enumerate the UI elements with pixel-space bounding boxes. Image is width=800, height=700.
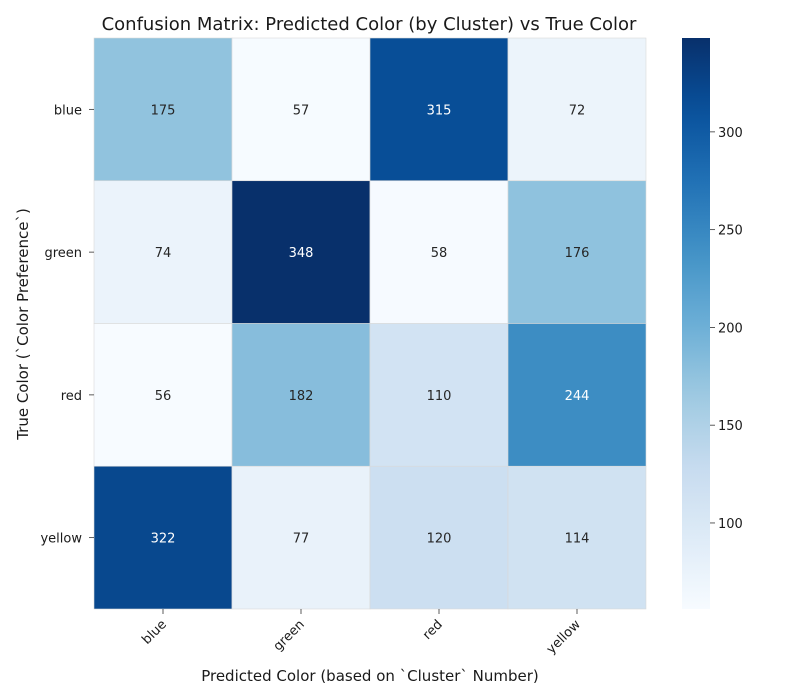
heatmap-cell-label: 348 — [289, 246, 314, 261]
x-axis-ticks: blue green red yellow — [139, 609, 584, 657]
colorbar-ticks: 100 150 200 250 300 — [710, 126, 743, 532]
chart-title: Confusion Matrix: Predicted Color (by Cl… — [102, 14, 637, 35]
heatmap-cell — [507, 180, 647, 324]
heatmap-cell — [369, 465, 509, 610]
heatmap-cell-label: 74 — [155, 246, 172, 261]
heatmap-cell-label: 182 — [289, 389, 314, 404]
heatmap-cell-label: 56 — [155, 389, 172, 404]
x-tick-label: yellow — [544, 617, 584, 657]
y-tick-label: red — [61, 389, 82, 404]
heatmap-cell — [231, 180, 371, 324]
heatmap-cell-label: 58 — [431, 246, 448, 261]
heatmap-cell — [369, 37, 509, 182]
heatmap-cell — [93, 465, 233, 610]
colorbar-tick-label: 300 — [718, 126, 743, 141]
x-tick-label: blue — [139, 617, 169, 647]
x-tick-label: red — [420, 617, 446, 643]
heatmap-cells — [93, 37, 647, 610]
heatmap-cell-label: 114 — [565, 532, 590, 547]
heatmap-cell-label: 120 — [427, 532, 452, 547]
y-axis-label: True Color (`Color Preference`) — [14, 208, 32, 441]
y-tick-label: blue — [54, 103, 82, 118]
heatmap-cell-label: 57 — [293, 103, 310, 118]
heatmap-cell-label: 244 — [565, 389, 590, 404]
heatmap-cell — [93, 180, 233, 324]
heatmap-cell-label: 322 — [151, 532, 176, 547]
colorbar-tick-label: 100 — [718, 517, 743, 532]
colorbar-tick-label: 250 — [718, 224, 743, 239]
heatmap-cell-label: 77 — [293, 532, 310, 547]
heatmap-cell-label: 315 — [427, 103, 452, 118]
y-tick-label: green — [44, 246, 82, 261]
heatmap-cell-label: 110 — [427, 389, 452, 404]
x-tick-label: green — [271, 617, 308, 654]
heatmap-cell — [231, 37, 371, 182]
heatmap-cell — [507, 37, 647, 182]
heatmap-cell — [231, 465, 371, 610]
heatmap-cell — [507, 465, 647, 610]
y-tick-label: yellow — [40, 532, 82, 547]
y-axis-ticks: blue green red yellow — [40, 103, 94, 547]
heatmap-cell-label: 176 — [565, 246, 590, 261]
heatmap-cell-label: 72 — [569, 103, 586, 118]
colorbar-tick-label: 150 — [718, 419, 743, 434]
heatmap-cell-labels: 175 57 315 72 74 348 58 176 56 182 110 244 322 77 120 1… — [151, 103, 590, 546]
heatmap-cell — [231, 323, 371, 467]
heatmap-cell — [369, 180, 509, 324]
heatmap-cell — [93, 37, 233, 182]
heatmap-cell-label: 175 — [151, 103, 176, 118]
colorbar — [682, 38, 710, 609]
colorbar-tick-label: 200 — [718, 321, 743, 336]
heatmap-cell — [507, 323, 647, 467]
x-axis-label: Predicted Color (based on `Cluster` Numb… — [201, 667, 539, 685]
